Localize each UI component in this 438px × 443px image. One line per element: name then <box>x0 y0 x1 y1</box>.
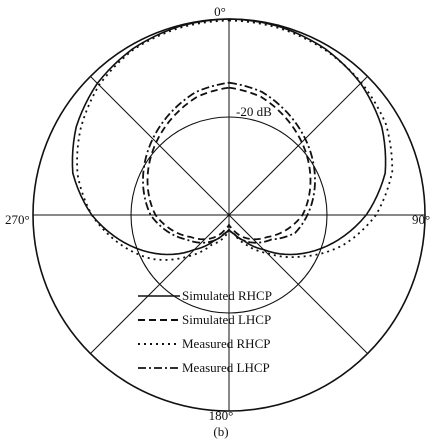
legend-label-measured-lhcp: Measured LHCP <box>182 360 270 375</box>
series-layer <box>72 19 392 260</box>
angle-label-0: 0° <box>214 4 226 19</box>
spoke-225 <box>90 215 229 354</box>
legend-entry-measured-lhcp: Measured LHCP <box>138 360 270 375</box>
spoke-135 <box>229 215 368 354</box>
spoke-315 <box>90 76 229 215</box>
spoke-45 <box>229 76 368 215</box>
legend: Simulated RHCP Simulated LHCP Measured R… <box>138 288 272 375</box>
legend-label-simulated-rhcp: Simulated RHCP <box>182 288 272 303</box>
angle-label-90: 90° <box>412 212 430 227</box>
angle-label-180: 180° <box>209 408 234 423</box>
legend-label-simulated-lhcp: Simulated LHCP <box>182 312 271 327</box>
angle-label-270: 270° <box>5 212 30 227</box>
legend-entry-measured-rhcp: Measured RHCP <box>138 336 270 351</box>
legend-label-measured-rhcp: Measured RHCP <box>182 336 270 351</box>
legend-entry-simulated-lhcp: Simulated LHCP <box>138 312 271 327</box>
legend-entry-simulated-rhcp: Simulated RHCP <box>138 288 272 303</box>
radial-ring-label: -20 dB <box>236 104 272 119</box>
figure-caption: (b) <box>213 424 228 439</box>
